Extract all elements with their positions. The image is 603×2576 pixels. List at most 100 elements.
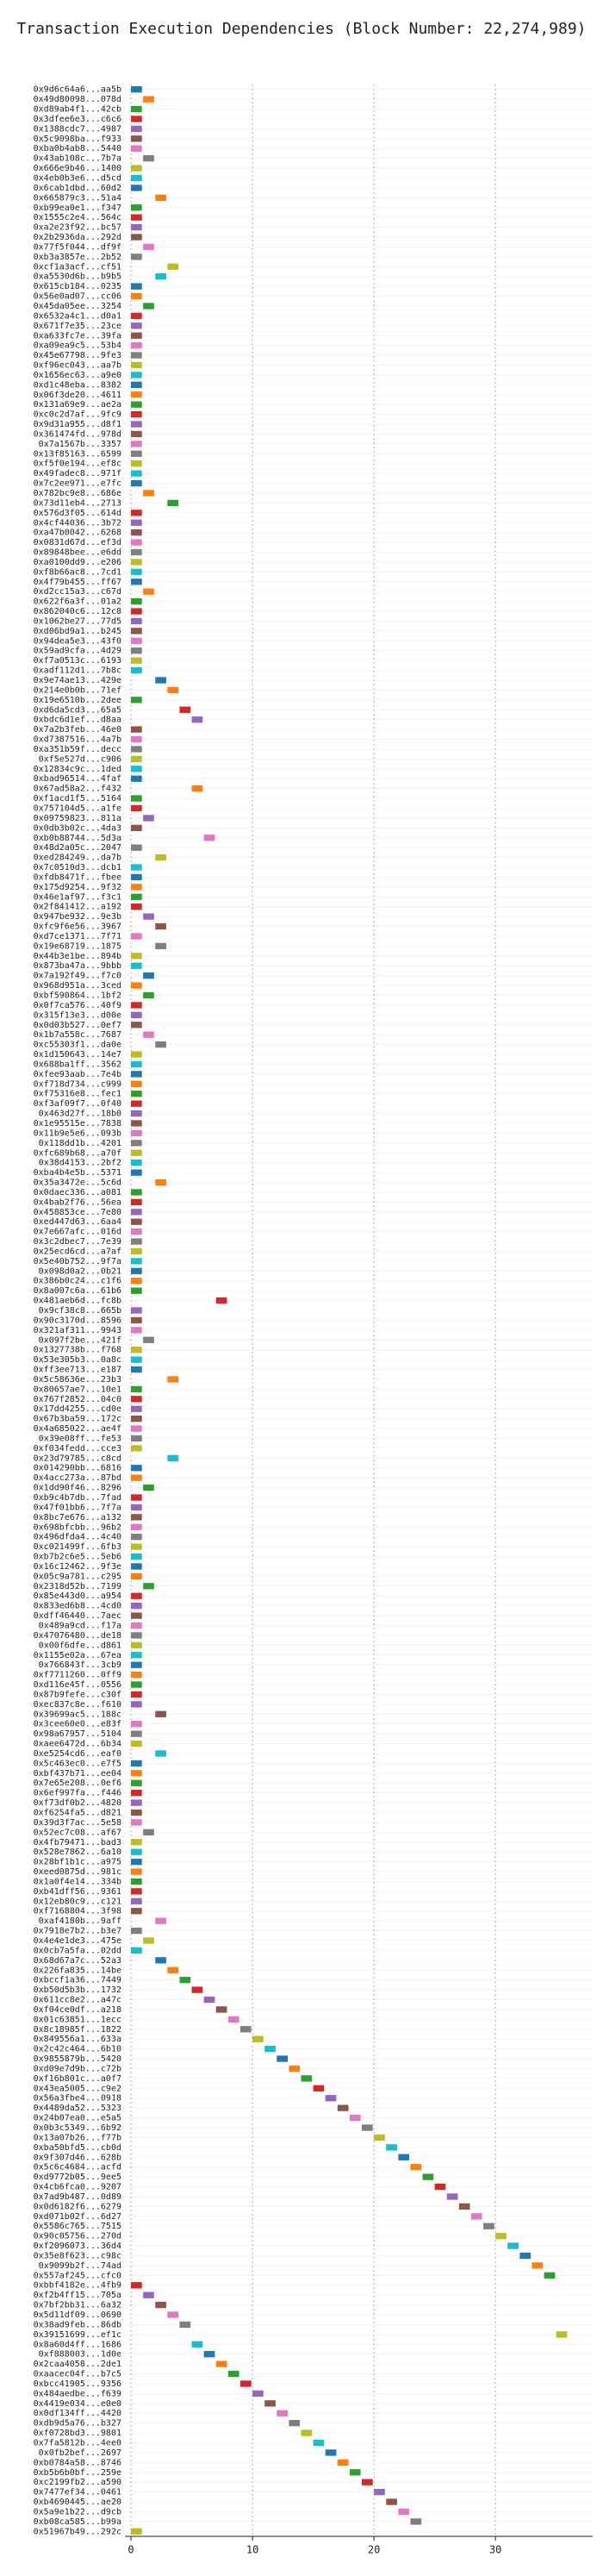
y-tick-label: 0x361474fd...978d — [34, 429, 121, 439]
y-tick-label: 0x9d6c64a6...aa5b — [34, 85, 121, 95]
y-tick-label: 0x0f7ca576...40f9 — [34, 1001, 121, 1010]
y-tick-label: 0x5d11df09...0690 — [34, 2310, 121, 2320]
bar — [131, 1445, 142, 1452]
bar — [131, 1474, 142, 1481]
y-tick-label: 0x5c6c4684...acfd — [34, 2163, 121, 2173]
bar — [131, 1425, 142, 1432]
bar — [434, 2183, 446, 2191]
bar — [398, 2154, 410, 2160]
y-tick-label: 0xd09e7d9b...c72b — [34, 2064, 121, 2073]
bar — [131, 666, 142, 674]
y-tick-label: 0x01c63851...1ecc — [34, 2015, 121, 2024]
bar — [131, 1356, 142, 1363]
bar — [131, 460, 142, 467]
y-tick-label: 0x0d03b527...0ef7 — [34, 1021, 121, 1030]
bar — [155, 922, 166, 930]
bar — [131, 824, 142, 831]
bar — [422, 2173, 434, 2180]
bar — [131, 1504, 142, 1511]
y-tick-label: 0xbccf1a36...7449 — [34, 1976, 121, 1985]
bar — [556, 2331, 568, 2338]
y-tick-label: 0xf7711260...0ff9 — [34, 1671, 121, 1680]
bar — [131, 174, 142, 182]
bar — [131, 1091, 142, 1097]
y-tick-label: 0x7c2ee971...e7fc — [34, 479, 121, 489]
y-tick-label: 0xf73df0b2...4820 — [34, 1798, 121, 1808]
y-tick-label: 0xa5530d6b...b9b5 — [34, 272, 121, 282]
y-tick-label: 0x849556a1...633a — [34, 2035, 121, 2044]
y-tick-label: 0xfc9f6e56...3967 — [34, 922, 121, 932]
bar — [131, 1060, 142, 1068]
bar — [337, 2104, 349, 2111]
bar — [155, 194, 166, 202]
y-tick-label: 0x665879c3...51a4 — [34, 193, 121, 203]
y-tick-label: 0xbdc6d1ef...d8aa — [34, 716, 121, 725]
y-tick-label: 0x484aedbe...f639 — [34, 2389, 121, 2398]
bar — [131, 312, 142, 320]
bar — [386, 2144, 397, 2151]
bar — [131, 1809, 142, 1816]
bar — [131, 755, 142, 763]
y-tick-label: 0x8bc7e676...a132 — [34, 1513, 121, 1522]
y-tick-label: 0x53e305b3...0a8c — [34, 1355, 121, 1365]
y-tick-label: 0x35e8f623...c98c — [34, 2251, 121, 2260]
y-tick-label: 0x49d80098...078d — [34, 95, 121, 104]
y-tick-label: 0xcf1a3acf...cf51 — [34, 262, 121, 272]
bar — [398, 2508, 410, 2516]
y-tick-label: 0xf2b4ff15...705a — [34, 2291, 121, 2300]
bar — [131, 352, 142, 359]
y-tick-label: 0x226fa835...14be — [34, 1966, 121, 1975]
bar — [143, 155, 154, 162]
y-tick-label: 0xff3ee713...e187 — [34, 1366, 121, 1375]
bar — [143, 588, 154, 595]
bar — [143, 1484, 154, 1491]
bar — [155, 1917, 166, 1924]
bar — [179, 706, 191, 713]
y-tick-label: 0xba4b4e5b...5371 — [34, 1168, 121, 1178]
y-tick-label: 0x458853ce...7e80 — [34, 1208, 121, 1217]
bar — [301, 2075, 313, 2082]
bar — [131, 1839, 142, 1846]
y-tick-label: 0x90c3170d...8596 — [34, 1316, 121, 1325]
bar — [131, 2282, 142, 2289]
bar — [131, 1258, 142, 1265]
y-tick-label: 0xf7a0513c...6193 — [34, 656, 121, 666]
bar — [131, 1267, 142, 1274]
y-tick-label: 0x7e667afc...016d — [34, 1228, 121, 1237]
y-tick-label: 0x00f6dfe...d861 — [39, 1641, 121, 1650]
y-tick-label: 0x489a9cd...f17a — [39, 1621, 121, 1630]
bar — [131, 1287, 142, 1294]
bar — [131, 1927, 142, 1935]
bar — [519, 2252, 532, 2260]
bar — [131, 204, 142, 211]
bar — [227, 2370, 239, 2378]
y-tick-label: 0x5c463ec0...e7f5 — [34, 1759, 121, 1768]
y-tick-label: 0x13f85163...6599 — [34, 449, 121, 459]
bar — [131, 450, 142, 457]
bar — [131, 1612, 142, 1619]
y-tick-label: 0x1a0f4e14...334b — [34, 1877, 121, 1886]
bar — [167, 1376, 179, 1383]
bar — [131, 1721, 142, 1728]
bar — [239, 2380, 252, 2387]
bar — [131, 657, 142, 664]
y-tick-label: 0xb3a3857e...2b52 — [34, 253, 121, 262]
bar — [325, 2095, 337, 2102]
bar — [131, 953, 142, 960]
bar — [215, 1297, 227, 1304]
bar — [167, 2311, 179, 2318]
bar — [131, 1888, 142, 1895]
bar — [131, 421, 142, 428]
bar — [155, 273, 166, 280]
y-tick-label: 0x4bab2f76...56ea — [34, 1197, 121, 1207]
y-tick-label: 0xf3af09f7...0f40 — [34, 1099, 121, 1109]
bar — [131, 1730, 142, 1737]
y-tick-label: 0x9f307d46...628b — [34, 2153, 121, 2162]
bar — [155, 1710, 166, 1717]
bar — [131, 1661, 142, 1668]
bar — [143, 991, 154, 999]
y-tick-label: 0x16c12462...9f3e — [34, 1562, 121, 1572]
y-tick-label: 0x833ed6b8...4cd0 — [34, 1602, 121, 1611]
y-tick-label: 0xadf112d1...7b8c — [34, 666, 121, 676]
bar — [239, 2026, 252, 2033]
